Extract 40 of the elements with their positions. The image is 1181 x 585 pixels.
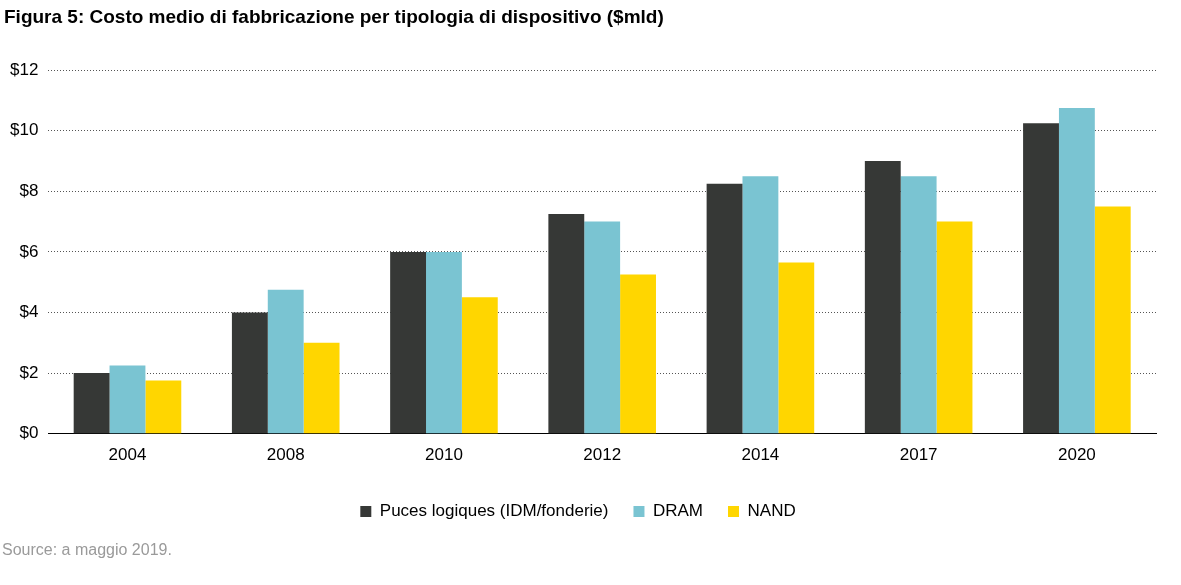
bar [231,312,268,434]
y-tick-label: $8 [19,181,39,201]
y-tick-label: $12 [9,59,39,79]
bar [145,380,182,434]
bar [584,221,621,434]
y-tick-label: $6 [19,241,39,261]
x-tick-label: 2008 [266,445,305,465]
bar [1094,206,1131,434]
bar [620,274,656,434]
bar [303,342,340,434]
x-tick-label: 2014 [741,445,780,465]
bar [1058,108,1095,434]
legend-label: DRAM [652,501,704,521]
bar [548,214,585,434]
x-tick-label: 2012 [583,445,622,465]
bar [1023,123,1059,434]
bar [936,221,973,434]
x-tick-label: 2020 [1057,445,1096,465]
y-tick-label: $0 [19,423,39,443]
y-tick-label: $2 [19,362,39,382]
bar [778,262,815,434]
bar [267,289,304,434]
bar [742,176,779,434]
bar [706,183,743,434]
bar [461,297,498,434]
bar [390,251,427,434]
x-tick-label: 2004 [108,445,147,465]
legend-label: NAND [747,501,796,521]
bar [900,176,937,434]
x-tick-label: 2010 [425,445,463,465]
bar [426,251,462,434]
y-tick-label: $4 [19,302,39,322]
bar [109,365,146,434]
y-tick-label: $10 [9,120,39,140]
bar [73,373,110,434]
source-note: Source: a maggio 2019. [2,541,172,559]
legend-label: Puces logiques (IDM/fonderie) [379,501,609,521]
bar [864,161,901,434]
chart-title: Figura 5: Costo medio di fabbricazione per tipologia di dispositivo ($mld) [4,6,664,28]
x-tick-label: 2017 [899,445,938,465]
